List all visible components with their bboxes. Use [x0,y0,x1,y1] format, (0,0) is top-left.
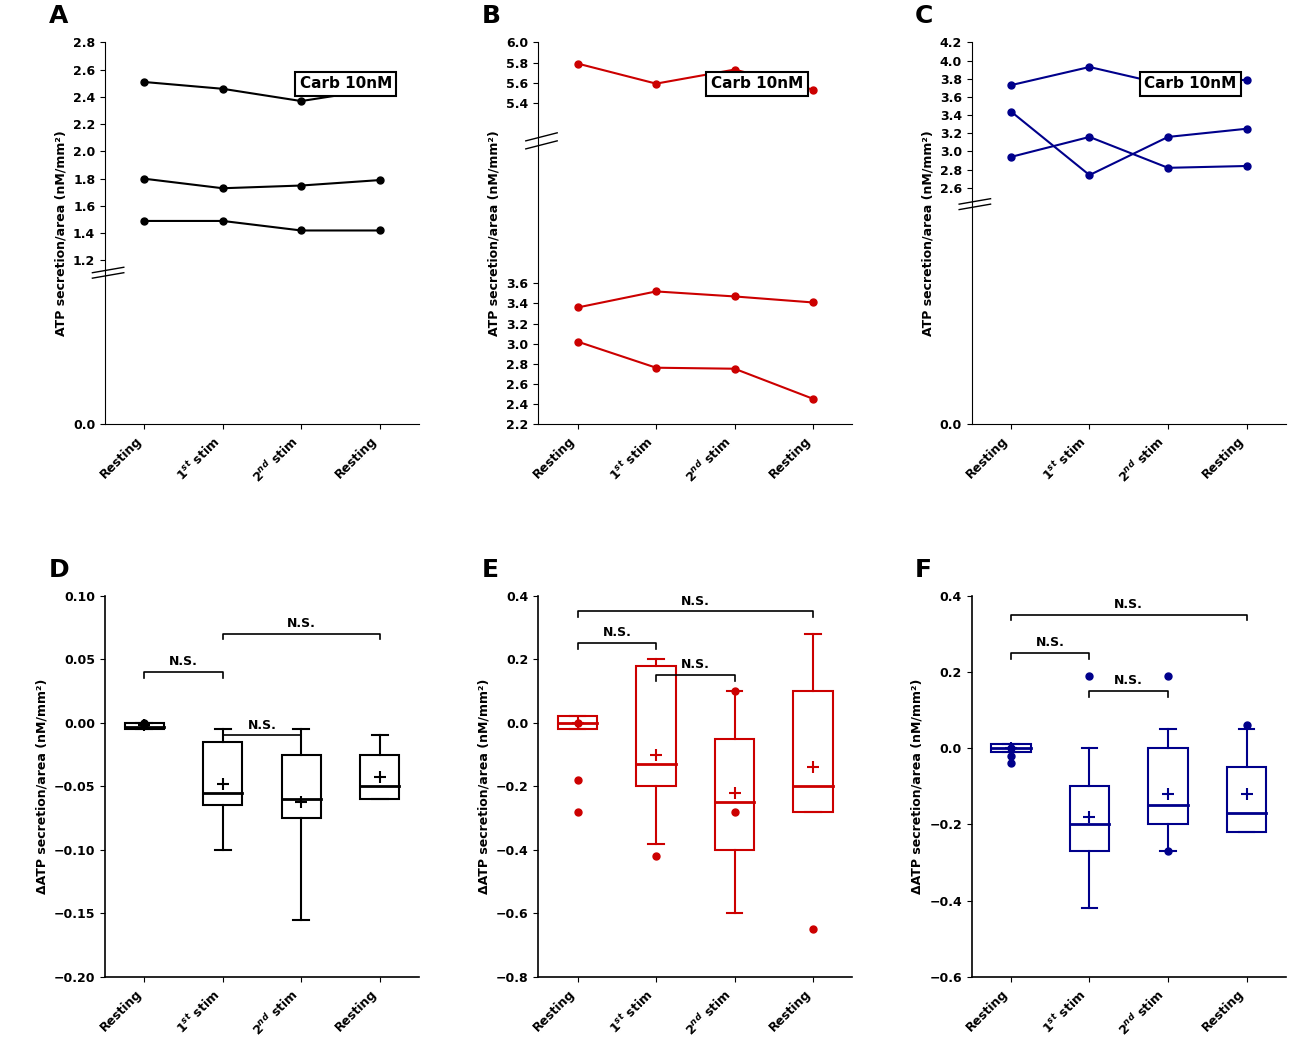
Bar [203,742,243,805]
Text: A: A [49,4,68,29]
Text: B: B [482,4,501,29]
Text: N.S.: N.S. [1035,636,1064,649]
Bar [1148,748,1187,824]
Text: Carb 10nM: Carb 10nM [299,76,392,91]
Bar [1069,786,1109,851]
Text: N.S.: N.S. [1114,674,1143,687]
Y-axis label: ΔATP secretion/area (nM/mm²): ΔATP secretion/area (nM/mm²) [911,679,924,894]
Text: F: F [916,558,933,582]
Y-axis label: ΔATP secretion/area (nM/mm²): ΔATP secretion/area (nM/mm²) [35,679,49,894]
Bar [636,666,676,786]
Text: N.S.: N.S. [248,719,277,732]
Bar [992,744,1031,752]
Bar [282,754,321,818]
Text: Carb 10nM: Carb 10nM [1144,76,1237,91]
Y-axis label: ΔATP secretion/area (nM/mm²): ΔATP secretion/area (nM/mm²) [478,679,491,894]
Text: N.S.: N.S. [169,655,198,668]
Text: Carb 10nM: Carb 10nM [711,76,803,91]
Y-axis label: ATP secretion/area (nM/mm²): ATP secretion/area (nM/mm²) [54,131,67,336]
Text: N.S.: N.S. [681,595,710,607]
Text: N.S.: N.S. [681,658,710,671]
Bar [359,754,399,799]
Y-axis label: ATP secretion/area (nM/mm²): ATP secretion/area (nM/mm²) [488,131,501,336]
Text: E: E [482,558,499,582]
Y-axis label: ATP secretion/area (nM/mm²): ATP secretion/area (nM/mm²) [921,131,934,336]
Bar [715,739,754,850]
Bar [794,691,833,811]
Text: N.S.: N.S. [602,627,631,639]
Text: C: C [916,4,934,29]
Text: N.S.: N.S. [1114,598,1143,611]
Text: D: D [49,558,70,582]
Text: N.S.: N.S. [287,617,316,630]
Bar [558,717,597,730]
Bar [125,723,164,730]
Bar [1227,767,1266,833]
